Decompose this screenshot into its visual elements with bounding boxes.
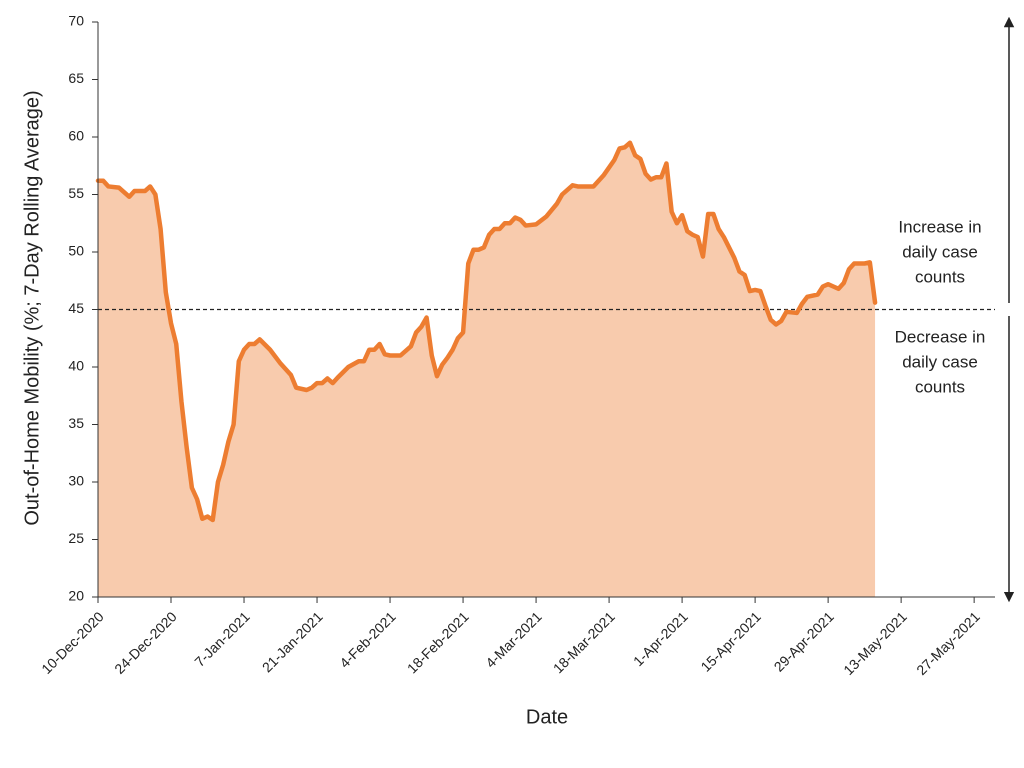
y-tick-label: 65	[68, 70, 84, 86]
y-tick-label: 60	[68, 128, 84, 144]
area	[98, 142, 876, 597]
y-tick-label: 55	[68, 185, 84, 201]
annotation: daily case	[902, 352, 978, 371]
x-tick-label: 4-Feb-2021	[336, 608, 399, 671]
x-tick-label: 18-Mar-2021	[550, 608, 618, 676]
y-tick-label: 45	[68, 300, 84, 316]
annotation: daily case	[902, 242, 978, 261]
x-tick-label: 10-Dec-2020	[38, 608, 107, 677]
x-tick-label: 15-Apr-2021	[697, 608, 763, 674]
y-tick-label: 30	[68, 473, 84, 489]
annotation: counts	[915, 267, 965, 286]
x-tick-label: 27-May-2021	[913, 608, 983, 678]
annotation: counts	[915, 377, 965, 396]
y-tick-label: 40	[68, 358, 84, 374]
x-tick-label: 29-Apr-2021	[771, 608, 837, 674]
y-tick-label: 25	[68, 530, 84, 546]
y-tick-label: 50	[68, 243, 84, 259]
x-tick-label: 24-Dec-2020	[111, 608, 180, 677]
x-tick-label: 13-May-2021	[840, 608, 910, 678]
y-tick-label: 70	[68, 13, 84, 29]
annotation: Decrease in	[895, 327, 986, 346]
x-tick-label: 4-Mar-2021	[482, 608, 545, 671]
x-tick-label: 1-Apr-2021	[630, 608, 691, 669]
annotation: Increase in	[898, 217, 981, 236]
x-tick-label: 7-Jan-2021	[191, 608, 253, 670]
x-tick-label: 18-Feb-2021	[404, 608, 472, 676]
y-tick-label: 20	[68, 588, 84, 604]
x-axis-title: Date	[526, 706, 568, 728]
x-tick-label: 21-Jan-2021	[259, 608, 326, 675]
y-tick-label: 35	[68, 415, 84, 431]
y-axis-title: Out-of-Home Mobility (%; 7-Day Rolling A…	[21, 90, 43, 525]
line	[95, 140, 878, 523]
